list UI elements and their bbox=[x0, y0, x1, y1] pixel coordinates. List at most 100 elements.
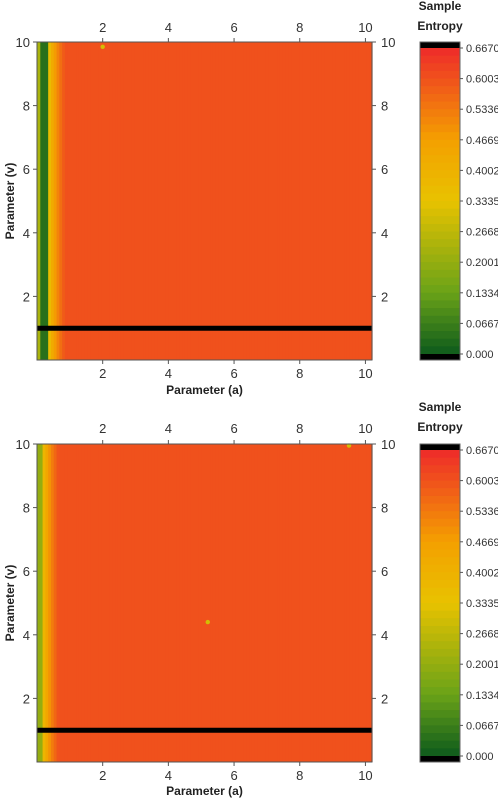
heatmap-cell bbox=[318, 444, 323, 762]
colorbar-segment bbox=[420, 541, 460, 551]
heatmap-cell bbox=[53, 42, 58, 360]
heatmap-cell bbox=[307, 444, 312, 762]
colorbar-segment bbox=[420, 116, 460, 126]
colorbar-segment bbox=[420, 254, 460, 263]
colorbar-segment bbox=[420, 132, 460, 141]
colorbar-segment bbox=[420, 216, 460, 225]
heatmap-cell bbox=[112, 42, 116, 360]
y-tick-label-right: 10 bbox=[381, 35, 395, 50]
heatmap-cell bbox=[235, 42, 239, 360]
heatmap-cell bbox=[187, 444, 192, 762]
colorbar-segment bbox=[420, 78, 460, 87]
heatmap-cell bbox=[224, 42, 228, 360]
heatmap-cell bbox=[140, 42, 144, 360]
heatmap-cell bbox=[45, 42, 49, 360]
y-tick-label-left: 10 bbox=[16, 35, 30, 50]
heatmap-cell bbox=[265, 42, 270, 360]
colorbar-segment bbox=[420, 511, 460, 520]
heatmap-cell bbox=[268, 42, 273, 360]
heatmap-cell bbox=[335, 444, 340, 762]
heatmap-cell bbox=[285, 42, 289, 360]
heatmap-cell bbox=[37, 444, 41, 762]
heatmap-edge-cell bbox=[37, 42, 41, 360]
y-tick-label-right: 2 bbox=[381, 691, 388, 706]
heatmap-cell bbox=[42, 444, 46, 762]
x-tick-label-top: 2 bbox=[99, 20, 106, 35]
heatmap-cell bbox=[182, 444, 186, 762]
colorbar-segment bbox=[420, 457, 460, 466]
heatmap-cell bbox=[240, 444, 245, 762]
heatmap-cell bbox=[168, 444, 172, 762]
heatmap-cell bbox=[62, 42, 66, 360]
colorbar-segment bbox=[420, 93, 460, 103]
colorbar-segment bbox=[420, 580, 460, 589]
heatmap-cell bbox=[204, 42, 208, 360]
heatmap-cell bbox=[106, 42, 111, 360]
heatmap-cell bbox=[299, 42, 303, 360]
heatmap-cell bbox=[143, 42, 147, 360]
heatmap-cell bbox=[260, 444, 264, 762]
colorbar-segment bbox=[420, 246, 460, 256]
heatmap-cell bbox=[129, 444, 133, 762]
heatmap-cell bbox=[251, 444, 256, 762]
heatmap-chart-2: 2 2 4 4 6 6 8 8 10 10 2 2 4 4 6 6 8 8 10 10 Parameter (a) Par… bbox=[3, 400, 498, 798]
colorbar-tick-label: 0.5336 bbox=[466, 506, 498, 518]
colorbar-segment bbox=[420, 687, 460, 696]
heatmap-cell bbox=[193, 42, 197, 360]
heatmap-cell bbox=[338, 444, 342, 762]
y-tick-label-left: 10 bbox=[16, 437, 30, 452]
colorbar-tick-label: 0.6670 bbox=[466, 445, 498, 457]
colorbar-segment bbox=[420, 162, 460, 171]
heatmap-cell bbox=[288, 444, 292, 762]
colorbar-segment bbox=[420, 702, 460, 711]
heatmap-cell bbox=[56, 444, 60, 762]
colorbar-segment bbox=[420, 450, 460, 459]
colorbar: 0.6670 0.6003 0.5336 0.4669 0.4002 0.3335 0.26… bbox=[419, 443, 498, 763]
colorbar-tick-label: 0.4002 bbox=[466, 567, 498, 579]
heatmap-cell bbox=[129, 42, 133, 360]
heatmap-cell bbox=[198, 444, 203, 762]
heatmap-cell bbox=[274, 42, 278, 360]
heatmap-cell bbox=[285, 444, 289, 762]
y-tick-label-left: 4 bbox=[23, 226, 30, 241]
heatmap-cell bbox=[279, 42, 284, 360]
x-tick-label-top: 10 bbox=[358, 20, 372, 35]
heatmap-cell bbox=[59, 444, 63, 762]
heatmap-cells bbox=[37, 444, 373, 762]
colorbar-tick-label: 0.000 bbox=[466, 349, 494, 361]
heatmap-cell bbox=[327, 444, 331, 762]
heatmap-cell bbox=[62, 444, 66, 762]
heatmap-cell bbox=[56, 42, 60, 360]
heatmap-cell bbox=[279, 444, 284, 762]
y-tick-label-right: 6 bbox=[381, 564, 388, 579]
heatmap-spot bbox=[100, 44, 105, 49]
heatmap-cell bbox=[291, 444, 295, 762]
heatmap-cell bbox=[176, 444, 180, 762]
heatmap-cell bbox=[254, 444, 259, 762]
colorbar-segment bbox=[420, 292, 460, 302]
heatmap-cell bbox=[162, 42, 167, 360]
colorbar-segment bbox=[420, 587, 460, 596]
colorbar-cap-top bbox=[420, 42, 460, 48]
colorbar-title-line1: Sample bbox=[419, 400, 462, 414]
heatmap-cell bbox=[190, 444, 194, 762]
colorbar-segment bbox=[420, 86, 460, 95]
y-tick-label-left: 2 bbox=[23, 289, 30, 304]
heatmap-cell bbox=[249, 42, 253, 360]
colorbar-segment bbox=[420, 193, 460, 202]
colorbar-cap-bottom bbox=[420, 354, 460, 360]
heatmap-cell bbox=[238, 42, 242, 360]
heatmap-cell bbox=[363, 42, 368, 360]
heatmap-cell bbox=[73, 42, 77, 360]
heatmap-cell bbox=[115, 42, 119, 360]
colorbar-tick-label: 0.4669 bbox=[466, 135, 498, 147]
x-tick-label-bottom: 8 bbox=[296, 768, 303, 783]
colorbar-cap-bottom bbox=[420, 756, 460, 762]
colorbar-segment bbox=[420, 656, 460, 665]
heatmap-cell bbox=[157, 444, 161, 762]
colorbar-tick-label: 0.2668 bbox=[466, 227, 498, 239]
heatmap-cell bbox=[352, 42, 356, 360]
heatmap-cell bbox=[67, 444, 72, 762]
colorbar-segment bbox=[420, 549, 460, 558]
